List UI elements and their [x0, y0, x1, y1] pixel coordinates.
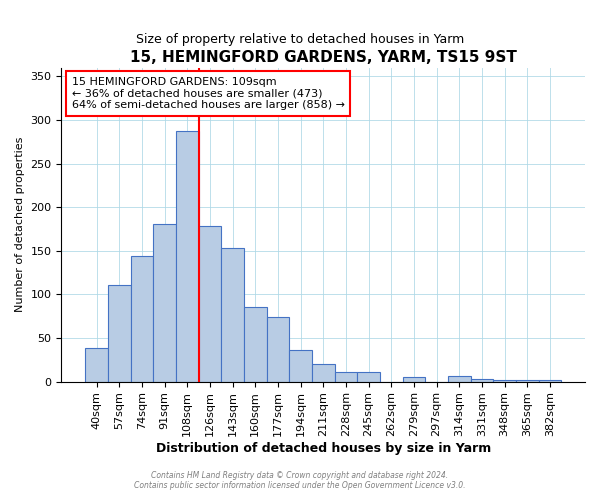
Bar	[289, 350, 312, 382]
Bar	[448, 376, 470, 382]
Bar	[85, 348, 108, 382]
Bar	[403, 377, 425, 382]
Title: 15, HEMINGFORD GARDENS, YARM, TS15 9ST: 15, HEMINGFORD GARDENS, YARM, TS15 9ST	[130, 50, 517, 65]
Bar	[153, 224, 176, 382]
Bar	[199, 226, 221, 382]
Bar	[244, 308, 266, 382]
Bar	[516, 380, 539, 382]
Bar	[357, 372, 380, 382]
Bar	[131, 256, 153, 382]
Bar	[108, 285, 131, 382]
Y-axis label: Number of detached properties: Number of detached properties	[15, 137, 25, 312]
Bar	[176, 131, 199, 382]
Text: Size of property relative to detached houses in Yarm: Size of property relative to detached ho…	[136, 32, 464, 46]
Bar	[335, 372, 357, 382]
X-axis label: Distribution of detached houses by size in Yarm: Distribution of detached houses by size …	[155, 442, 491, 455]
Text: 15 HEMINGFORD GARDENS: 109sqm
← 36% of detached houses are smaller (473)
64% of : 15 HEMINGFORD GARDENS: 109sqm ← 36% of d…	[72, 77, 345, 110]
Bar	[221, 248, 244, 382]
Text: Contains HM Land Registry data © Crown copyright and database right 2024.
Contai: Contains HM Land Registry data © Crown c…	[134, 470, 466, 490]
Bar	[539, 380, 561, 382]
Bar	[312, 364, 335, 382]
Bar	[266, 317, 289, 382]
Bar	[470, 379, 493, 382]
Bar	[493, 380, 516, 382]
